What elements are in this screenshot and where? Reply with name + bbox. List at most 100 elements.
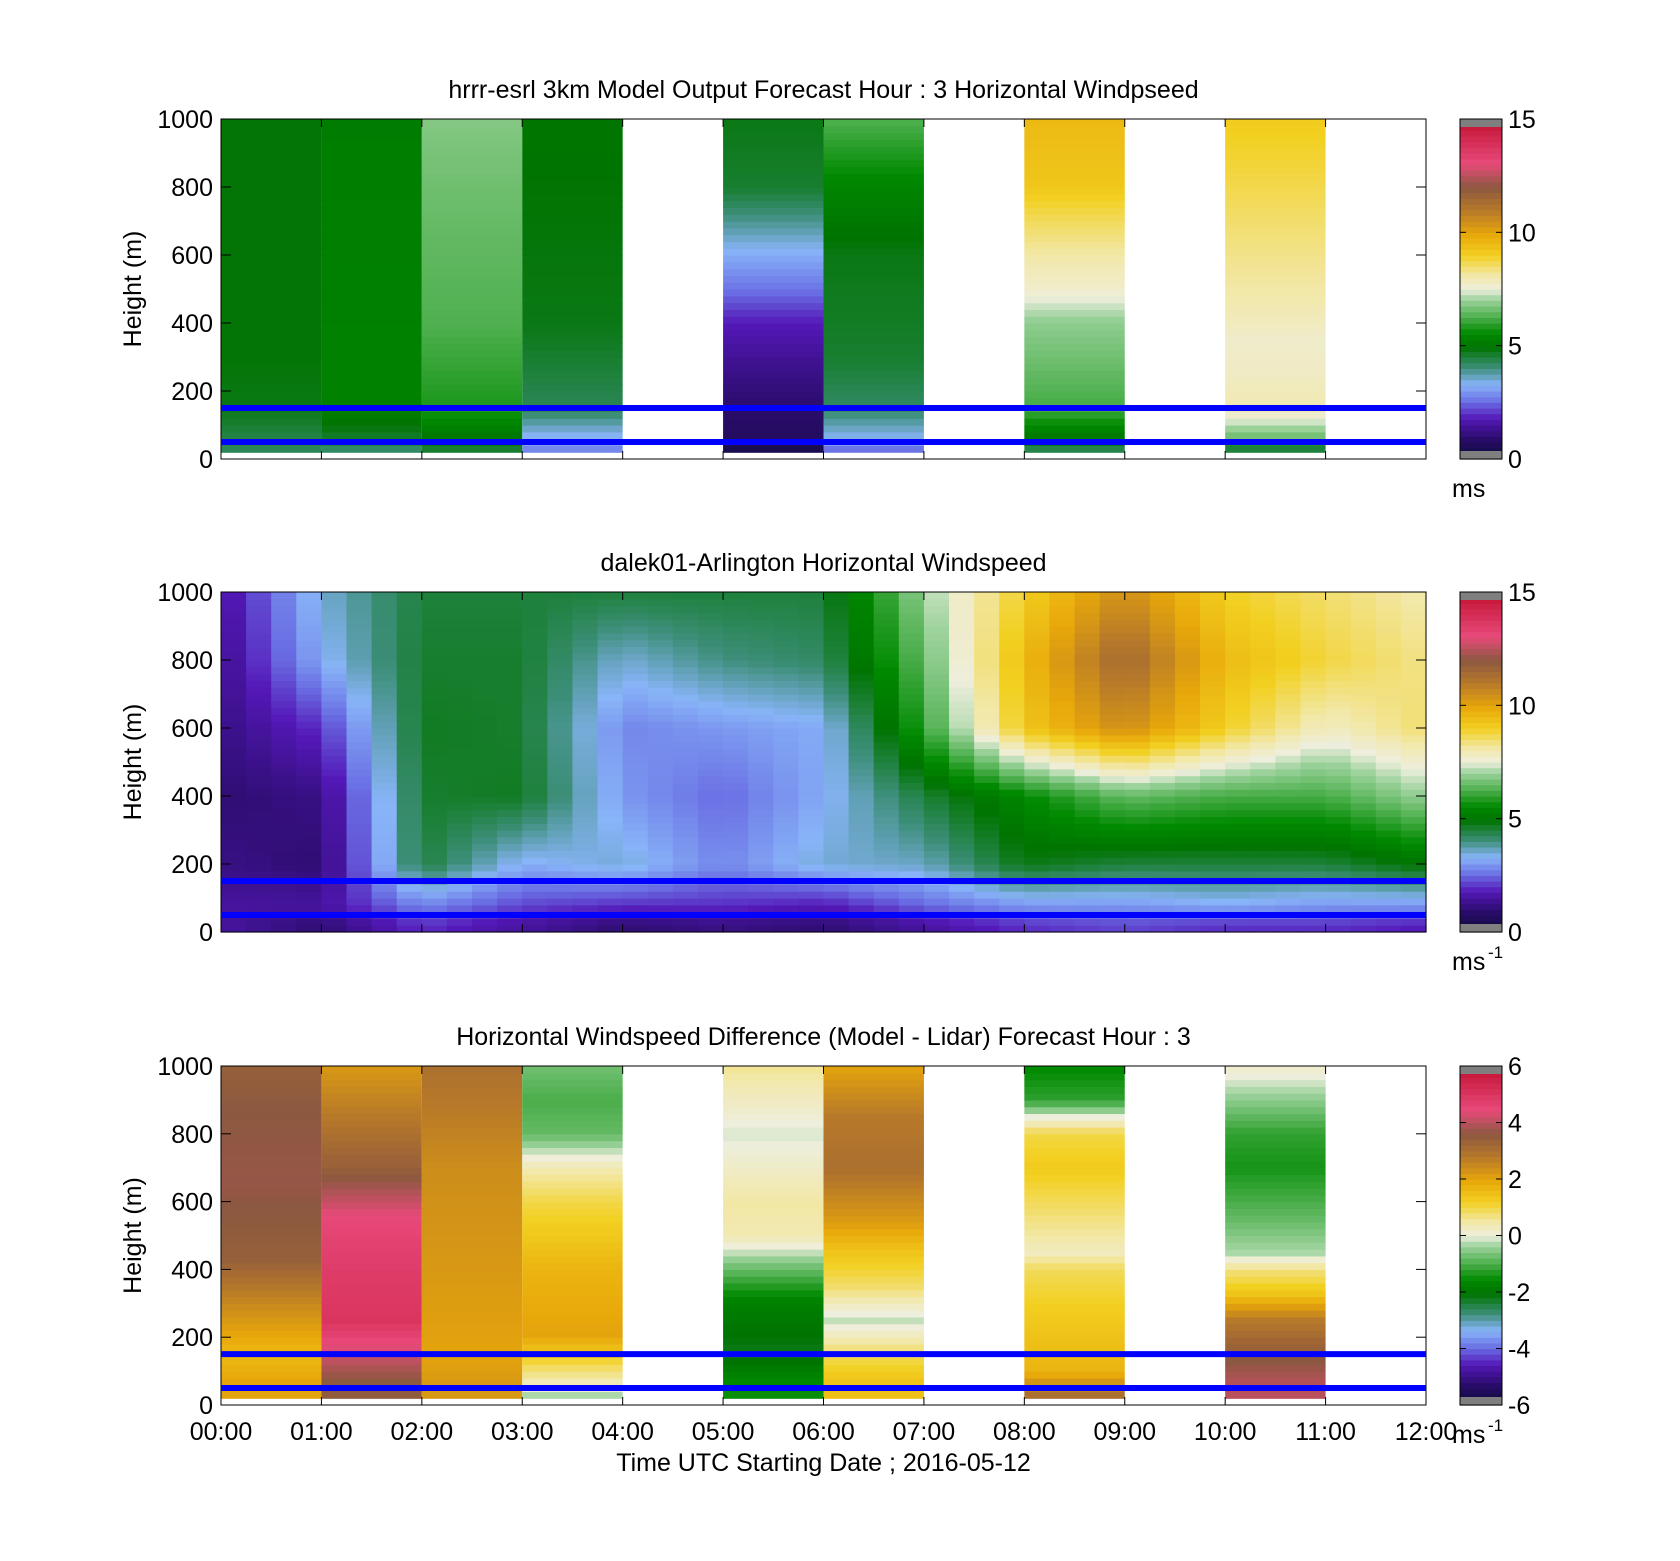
heatmap-cell	[1350, 734, 1377, 743]
heatmap-cell	[873, 802, 900, 811]
heatmap-cell	[1074, 734, 1101, 743]
heatmap-cell	[296, 673, 323, 681]
heatmap-cell	[246, 782, 272, 790]
heatmap-cell	[547, 700, 574, 709]
data-column	[522, 1066, 623, 1399]
heatmap-cell	[823, 180, 924, 188]
heatmap-cell	[697, 728, 724, 736]
heatmap-cell	[221, 592, 247, 600]
heatmap-cell	[321, 391, 422, 399]
heatmap-cell	[1124, 796, 1151, 804]
heatmap-cell	[522, 411, 623, 419]
heatmap-cell	[723, 1269, 824, 1277]
heatmap-cell	[1375, 870, 1402, 879]
heatmap-cell	[1024, 775, 1051, 783]
data-column	[923, 592, 950, 933]
heatmap-cell	[1300, 694, 1327, 702]
heatmap-cell	[647, 598, 674, 607]
heatmap-cell	[396, 687, 423, 695]
heatmap-cell	[522, 1289, 623, 1298]
heatmap-cell	[321, 1316, 422, 1325]
heatmap-cell	[823, 1086, 924, 1094]
heatmap-cell	[296, 789, 323, 797]
heatmap-cell	[974, 843, 1000, 851]
heatmap-cell	[446, 796, 473, 804]
heatmap-cell	[798, 734, 825, 743]
heatmap-cell	[873, 734, 900, 743]
heatmap-cell	[1225, 775, 1251, 783]
colorbar-swatch	[1460, 1235, 1502, 1242]
colorbar-swatch	[1460, 1241, 1502, 1248]
heatmap-cell	[1200, 598, 1226, 607]
heatmap-cell	[1300, 660, 1327, 668]
colorbar-swatch	[1460, 1071, 1502, 1078]
heatmap-cell	[1099, 646, 1126, 654]
heatmap-cell	[421, 234, 523, 242]
heatmap-cell	[1074, 707, 1101, 715]
heatmap-cell	[697, 741, 724, 749]
heatmap-cell	[974, 891, 1000, 899]
heatmap-cell	[1024, 1249, 1125, 1257]
heatmap-cell	[823, 768, 850, 777]
heatmap-cell	[1350, 680, 1377, 688]
heatmap-cell	[221, 1269, 322, 1277]
heatmap-cell	[1325, 619, 1352, 627]
heatmap-cell	[949, 734, 975, 743]
heatmap-cell	[246, 626, 272, 634]
heatmap-cell	[221, 125, 322, 134]
heatmap-cell	[246, 762, 272, 770]
heatmap-cell	[974, 796, 1000, 804]
heatmap-cell	[1049, 850, 1076, 858]
heatmap-cell	[446, 680, 473, 688]
heatmap-cell	[321, 248, 422, 256]
heatmap-cell	[949, 666, 975, 675]
heatmap-cell	[622, 884, 649, 892]
heatmap-cell	[522, 1276, 623, 1284]
heatmap-cell	[1250, 796, 1276, 804]
heatmap-cell	[823, 748, 850, 756]
colorbar-swatch	[1460, 368, 1502, 375]
heatmap-cell	[547, 850, 574, 858]
heatmap-cell	[321, 200, 422, 208]
heatmap-cell	[622, 748, 649, 756]
heatmap-cell	[321, 1221, 422, 1230]
heatmap-cell	[697, 802, 724, 811]
heatmap-cell	[647, 809, 674, 817]
heatmap-cell	[1024, 680, 1051, 688]
heatmap-cell	[1124, 816, 1151, 824]
heatmap-cell	[723, 1181, 824, 1189]
heatmap-cell	[949, 809, 975, 817]
heatmap-cell	[748, 714, 774, 722]
heatmap-cell	[1375, 626, 1402, 634]
heatmap-cell	[1275, 592, 1302, 600]
heatmap-cell	[974, 687, 1000, 695]
panel-title: Horizontal Windspeed Difference (Model -…	[456, 1023, 1191, 1051]
heatmap-cell	[748, 850, 774, 858]
heatmap-cell	[396, 891, 423, 899]
heatmap-cell	[1300, 605, 1327, 613]
heatmap-cell	[923, 605, 950, 613]
heatmap-cell	[949, 768, 975, 777]
heatmap-cell	[421, 734, 448, 743]
heatmap-cell	[1200, 612, 1226, 620]
heatmap-cell	[221, 1147, 322, 1155]
heatmap-cell	[221, 214, 322, 222]
heatmap-cell	[221, 418, 322, 426]
heatmap-cell	[597, 789, 624, 797]
heatmap-cell	[1250, 619, 1276, 627]
heatmap-cell	[421, 309, 523, 317]
heatmap-cell	[798, 870, 825, 879]
heatmap-cell	[221, 153, 322, 161]
heatmap-cell	[1149, 707, 1176, 715]
heatmap-cell	[723, 1337, 824, 1345]
heatmap-cell	[522, 1364, 623, 1372]
heatmap-cell	[522, 1310, 623, 1318]
heatmap-cell	[321, 1072, 422, 1081]
heatmap-cell	[1400, 802, 1427, 811]
heatmap-cell	[221, 714, 247, 722]
heatmap-cell	[1200, 700, 1226, 709]
heatmap-cell	[421, 1303, 523, 1311]
heatmap-cell	[396, 782, 423, 790]
heatmap-cell	[1174, 632, 1201, 641]
heatmap-cell	[672, 646, 699, 654]
